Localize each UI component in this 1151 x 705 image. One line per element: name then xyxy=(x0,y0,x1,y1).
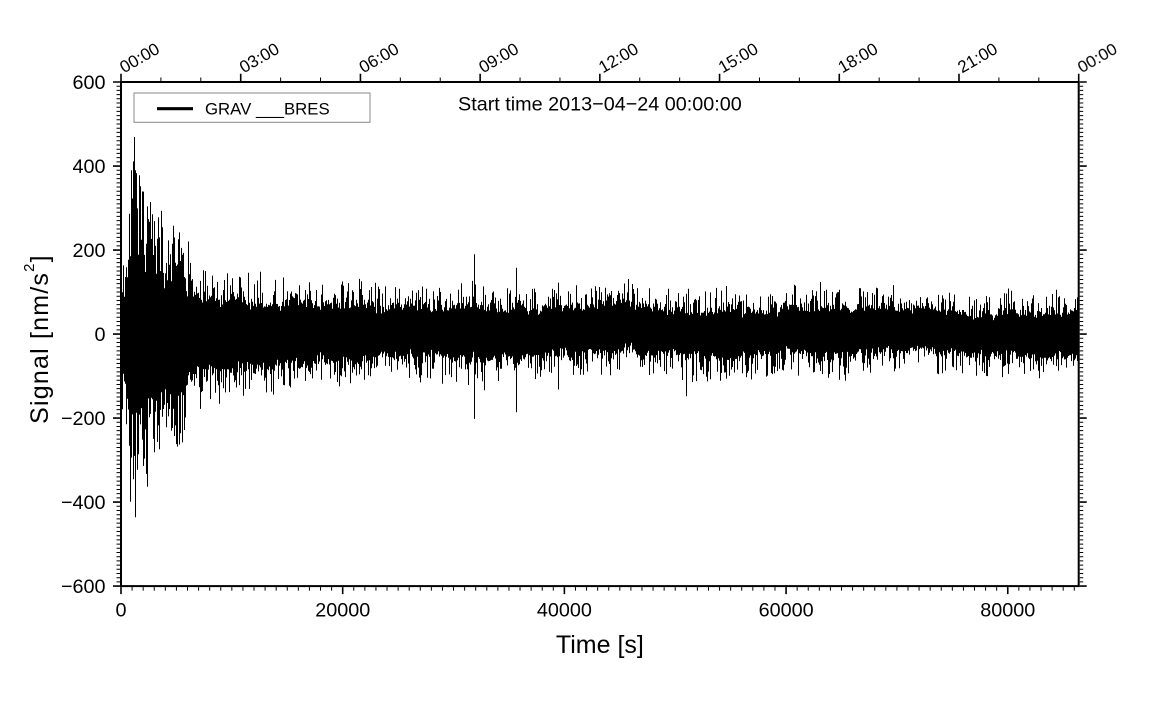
svg-text:Signal [nm/s2]: Signal [nm/s2] xyxy=(21,254,54,424)
svg-text:80000: 80000 xyxy=(980,599,1035,621)
svg-text:20000: 20000 xyxy=(315,599,370,621)
svg-text:200: 200 xyxy=(72,240,105,262)
svg-text:Start time 2013−04−24 00:00:00: Start time 2013−04−24 00:00:00 xyxy=(458,94,742,116)
svg-text:Time [s]: Time [s] xyxy=(556,631,644,659)
svg-text:−600: −600 xyxy=(61,576,106,598)
svg-text:40000: 40000 xyxy=(537,599,592,621)
svg-text:400: 400 xyxy=(72,156,105,178)
svg-text:GRAV ___BRES: GRAV ___BRES xyxy=(205,100,330,119)
svg-text:−400: −400 xyxy=(61,492,106,514)
svg-text:60000: 60000 xyxy=(759,599,814,621)
svg-text:−200: −200 xyxy=(61,408,106,430)
svg-text:0: 0 xyxy=(115,599,126,621)
svg-text:0: 0 xyxy=(94,324,105,346)
svg-text:600: 600 xyxy=(72,72,105,94)
